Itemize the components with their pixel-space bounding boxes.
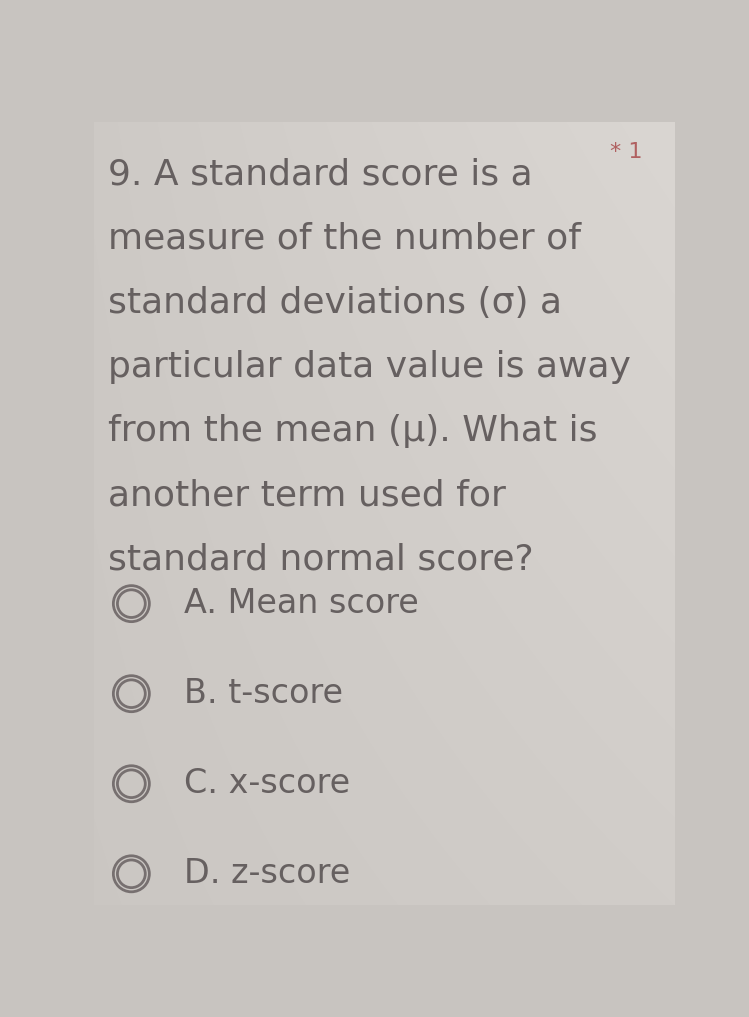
Text: A. Mean score: A. Mean score [184, 587, 419, 620]
Text: particular data value is away: particular data value is away [108, 350, 631, 384]
Text: standard deviations (σ) a: standard deviations (σ) a [108, 286, 562, 319]
Text: 9. A standard score is a: 9. A standard score is a [108, 158, 533, 191]
Text: standard normal score?: standard normal score? [108, 542, 534, 577]
Text: measure of the number of: measure of the number of [108, 222, 581, 255]
Text: another term used for: another term used for [108, 478, 506, 513]
Text: C. x-score: C. x-score [184, 767, 350, 800]
Text: * 1: * 1 [610, 141, 642, 162]
Text: B. t-score: B. t-score [184, 677, 342, 710]
Text: D. z-score: D. z-score [184, 857, 350, 890]
Text: from the mean (μ). What is: from the mean (μ). What is [108, 414, 598, 448]
